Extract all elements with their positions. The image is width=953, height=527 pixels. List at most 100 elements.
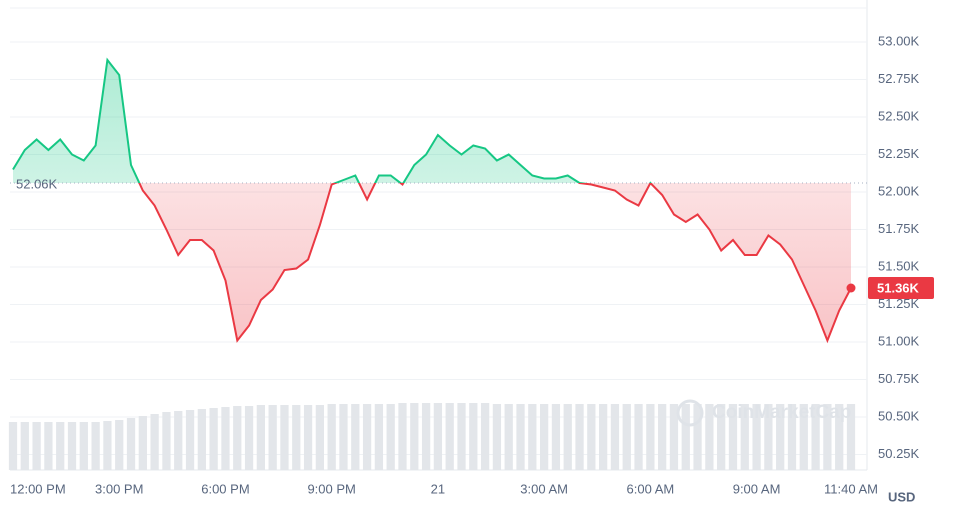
x-tick-label: 12:00 PM — [10, 481, 66, 496]
volume-bar — [811, 404, 820, 470]
volume-bar — [634, 404, 643, 470]
volume-bar — [292, 405, 301, 470]
volume-bar — [56, 422, 65, 470]
volume-bar — [469, 403, 478, 470]
y-tick-label: 50.50K — [878, 408, 920, 423]
last-price-tag — [868, 277, 934, 299]
volume-bar — [244, 406, 254, 470]
volume-bar — [221, 407, 230, 470]
volume-bar — [587, 404, 596, 470]
volume-bar — [681, 404, 690, 470]
y-tick-label: 50.75K — [878, 371, 920, 386]
x-tick-label: 3:00 AM — [520, 481, 568, 496]
volume-bar — [79, 422, 88, 470]
volume-bar — [433, 403, 443, 470]
last-price-label: 51.36K — [877, 280, 920, 295]
volume-bar — [162, 412, 171, 470]
volume-bar — [20, 422, 29, 470]
volume-bar — [197, 409, 206, 470]
area-down — [13, 183, 851, 341]
volume-bar — [150, 414, 159, 470]
x-tick-label: 11:40 AM — [824, 481, 878, 496]
volume-bar — [799, 404, 808, 470]
volume-bar — [445, 403, 454, 470]
volume-bar — [457, 403, 466, 470]
area-up — [13, 60, 851, 183]
x-tick-label: 3:00 PM — [95, 481, 143, 496]
y-tick-label: 52.00K — [878, 183, 920, 198]
volume-bar — [233, 406, 242, 470]
volume-bar — [575, 404, 584, 470]
volume-bar — [115, 420, 124, 470]
volume-bar — [846, 404, 856, 470]
volume-bar — [410, 403, 419, 470]
volume-bar — [551, 404, 561, 470]
volume-bar — [103, 421, 112, 470]
volume-bar — [303, 405, 313, 470]
volume-bar — [32, 422, 41, 470]
volume-bar — [610, 404, 620, 470]
y-tick-label: 51.75K — [878, 221, 920, 236]
volume-bar — [327, 404, 336, 470]
volume-bar — [705, 404, 714, 470]
volume-bar — [835, 404, 844, 470]
volume-bar — [67, 422, 77, 470]
volume-bar — [752, 404, 761, 470]
volume-bar — [563, 404, 572, 470]
volume-bar — [728, 404, 738, 470]
volume-bar — [823, 404, 832, 470]
watermark: CoinMarketCap — [712, 402, 851, 423]
y-tick-label: 50.25K — [878, 446, 920, 461]
y-tick-label: 52.25K — [878, 146, 920, 161]
volume-bar — [528, 404, 537, 470]
x-tick-label: 21 — [431, 481, 445, 496]
volume-bar — [421, 403, 431, 470]
volume-bar — [126, 418, 136, 470]
volume-bar — [8, 422, 18, 470]
volume-bar — [268, 405, 277, 470]
volume-bar — [315, 405, 325, 470]
volume-bar — [776, 404, 785, 470]
volume-bar — [44, 422, 53, 470]
volume-bar — [646, 404, 655, 470]
volume-bar — [669, 404, 679, 470]
price-line-down — [138, 183, 852, 344]
price-line-up — [12, 57, 652, 183]
volume-bar — [91, 422, 100, 470]
volume-bar — [492, 404, 502, 470]
volume-bar — [693, 404, 702, 470]
last-price-dot — [846, 283, 856, 293]
volume-bar — [717, 404, 726, 470]
volume-bar — [280, 405, 289, 470]
volume-bar — [622, 404, 631, 470]
x-tick-label: 6:00 AM — [627, 481, 675, 496]
volume-bar — [480, 403, 490, 470]
y-tick-label: 52.75K — [878, 71, 920, 86]
x-tick-label: 9:00 AM — [733, 481, 781, 496]
volume-bar — [339, 404, 348, 470]
currency-label: USD — [888, 489, 915, 504]
volume-bar — [209, 408, 218, 470]
volume-bar — [362, 404, 372, 470]
y-tick-label: 51.00K — [878, 333, 920, 348]
volume-bar — [764, 404, 773, 470]
volume-bar — [658, 404, 667, 470]
volume-bar — [504, 404, 513, 470]
watermark-logo — [676, 399, 704, 427]
volume-bar — [599, 404, 608, 470]
volume-bar — [386, 404, 395, 470]
volume-bar — [174, 411, 183, 470]
y-tick-label: 51.25K — [878, 296, 920, 311]
volume-bar — [740, 404, 749, 470]
volume-bar — [185, 410, 195, 470]
y-tick-label: 52.50K — [878, 108, 920, 123]
volume-bar — [398, 403, 407, 470]
x-tick-label: 6:00 PM — [201, 481, 249, 496]
y-tick-label: 53.00K — [878, 33, 920, 48]
y-tick-label: 51.50K — [878, 258, 920, 273]
volume-bar — [516, 404, 525, 470]
x-tick-label: 9:00 PM — [307, 481, 355, 496]
volume-bar — [787, 404, 797, 470]
